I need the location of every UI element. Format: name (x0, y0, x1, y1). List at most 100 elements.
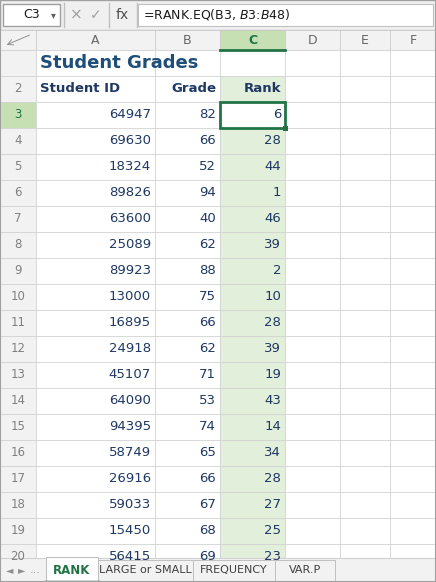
Bar (155, 50, 220, 76)
Bar (220, 180, 285, 206)
Text: 74: 74 (199, 421, 216, 434)
Bar (220, 102, 285, 128)
Bar (36, 336, 155, 362)
Bar (0, 206, 36, 232)
Bar (340, 76, 390, 102)
Bar (340, 362, 390, 388)
Bar (285, 466, 340, 492)
Bar (220, 466, 285, 492)
Bar (390, 180, 436, 206)
Bar (0, 284, 36, 310)
Text: 25089: 25089 (109, 239, 151, 251)
Bar (285, 258, 340, 284)
Bar (220, 102, 285, 128)
Bar (220, 440, 285, 466)
Text: ×: × (70, 8, 82, 23)
Bar (220, 518, 285, 544)
Text: 28: 28 (264, 473, 281, 485)
Text: 68: 68 (199, 524, 216, 538)
Bar (285, 128, 340, 154)
Bar (220, 414, 285, 440)
Text: 15: 15 (10, 421, 25, 434)
Bar (3, 4, 60, 26)
Text: FREQUENCY: FREQUENCY (200, 565, 268, 575)
Bar (36, 310, 155, 336)
Bar (285, 154, 340, 180)
Bar (340, 466, 390, 492)
Text: B: B (183, 34, 192, 47)
Bar (36, 206, 155, 232)
Text: 7: 7 (14, 212, 22, 225)
Text: 65: 65 (199, 446, 216, 460)
Bar (285, 388, 340, 414)
Bar (155, 284, 220, 310)
Text: 40: 40 (199, 212, 216, 225)
Text: 19: 19 (264, 368, 281, 381)
Text: 5: 5 (14, 161, 22, 173)
Text: Grade: Grade (171, 83, 216, 95)
Bar (340, 154, 390, 180)
Bar (220, 362, 285, 388)
Bar (36, 76, 155, 102)
Text: 66: 66 (199, 317, 216, 329)
Text: 94395: 94395 (109, 421, 151, 434)
Bar (340, 284, 390, 310)
Text: 27: 27 (264, 499, 281, 512)
Bar (340, 414, 390, 440)
Bar (340, 388, 390, 414)
Text: Student ID: Student ID (40, 83, 120, 95)
Text: 16895: 16895 (109, 317, 151, 329)
Bar (155, 440, 220, 466)
Text: 34: 34 (264, 446, 281, 460)
Text: 67: 67 (199, 499, 216, 512)
Text: =RANK.EQ(B3, $B$3:$B$48): =RANK.EQ(B3, $B$3:$B$48) (143, 8, 290, 23)
Bar (275, 560, 335, 582)
Bar (340, 30, 390, 50)
Bar (285, 518, 340, 544)
Text: ...: ... (30, 565, 41, 575)
Bar (36, 102, 155, 128)
Bar (155, 102, 220, 128)
Text: C3: C3 (23, 9, 40, 22)
Text: 26916: 26916 (109, 473, 151, 485)
Text: A: A (91, 34, 100, 47)
Text: 9: 9 (14, 264, 22, 278)
Text: 53: 53 (199, 395, 216, 407)
Bar (390, 232, 436, 258)
Bar (340, 206, 390, 232)
Bar (0, 258, 36, 284)
Bar (390, 362, 436, 388)
Bar (220, 76, 285, 102)
Bar (36, 466, 155, 492)
Bar (36, 128, 155, 154)
Bar (220, 128, 285, 154)
Bar (390, 310, 436, 336)
Bar (0, 414, 36, 440)
Text: 66: 66 (199, 473, 216, 485)
Text: 64947: 64947 (109, 108, 151, 122)
Bar (155, 362, 220, 388)
Bar (0, 102, 36, 128)
Bar (155, 128, 220, 154)
Bar (340, 128, 390, 154)
Bar (0, 558, 436, 582)
Text: 4: 4 (14, 134, 22, 147)
Bar (390, 258, 436, 284)
Text: 1: 1 (272, 186, 281, 200)
Bar (283, 126, 288, 131)
Bar (220, 284, 285, 310)
Text: 43: 43 (264, 395, 281, 407)
Bar (390, 414, 436, 440)
Text: 56415: 56415 (109, 551, 151, 563)
Text: 6: 6 (14, 186, 22, 200)
Text: F: F (409, 34, 416, 47)
Bar (0, 440, 36, 466)
Text: VAR.P: VAR.P (289, 565, 321, 575)
Text: E: E (361, 34, 369, 47)
Bar (98, 560, 193, 582)
Bar (285, 30, 340, 50)
Bar (390, 128, 436, 154)
Bar (340, 518, 390, 544)
Bar (285, 440, 340, 466)
Text: 71: 71 (199, 368, 216, 381)
